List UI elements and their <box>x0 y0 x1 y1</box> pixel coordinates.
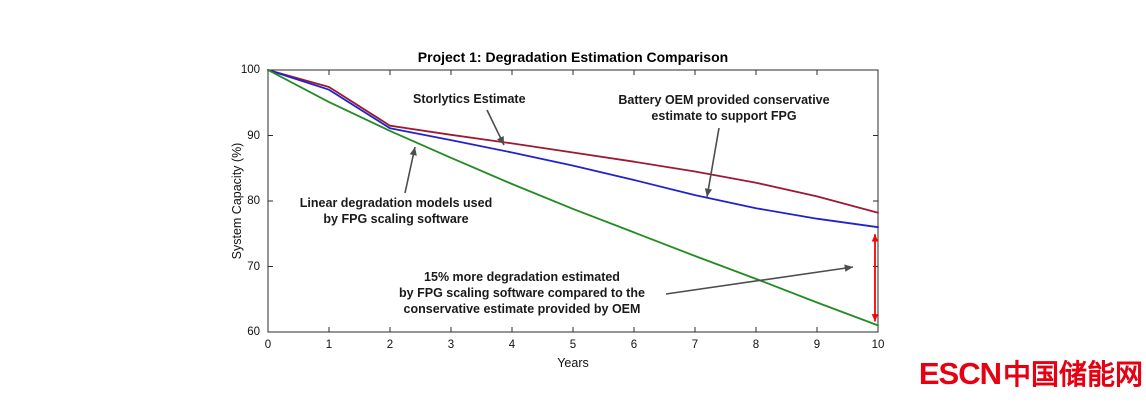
y-tick-label: 100 <box>240 64 260 76</box>
series-line-1 <box>267 69 879 229</box>
y-tick-label: 90 <box>247 129 260 142</box>
escn-logo-chinese-text: 中国储能网 <box>1002 359 1143 390</box>
x-tick-label: 4 <box>508 339 516 351</box>
chart-title: Project 1: Degradation Estimation Compar… <box>417 49 729 65</box>
annotation-storlytics-estimate: Storlytics Estimate <box>413 92 526 106</box>
x-tick-label: 3 <box>447 339 455 351</box>
arrow-head <box>409 147 417 156</box>
series-line-2 <box>267 69 879 327</box>
x-tick-label: 6 <box>630 339 638 351</box>
x-tick-label: 0 <box>264 339 272 351</box>
y-tick-label: 70 <box>247 260 260 273</box>
x-tick-label: 1 <box>325 339 333 351</box>
y-tick-label: 60 <box>247 326 260 338</box>
x-tick-label: 10 <box>871 339 885 351</box>
arrow-head <box>871 234 879 242</box>
annotation-15-percent-more-degradation: 15% more degradation estimated by FPG sc… <box>399 270 645 316</box>
x-tick-label: 8 <box>752 339 760 351</box>
annotation-battery-oem-estimate: Battery OEM provided conservative estima… <box>618 93 830 123</box>
arrow-delta-callout <box>665 266 854 295</box>
x-tick-label: 9 <box>813 339 821 351</box>
x-tick-label: 2 <box>386 339 394 351</box>
arrow-head <box>497 136 504 145</box>
arrow-battery-oem <box>706 127 720 198</box>
x-axis-label: Years <box>557 356 589 370</box>
escn-logo-latin-text: ESCN <box>918 356 1002 391</box>
arrow-head <box>704 188 712 197</box>
y-tick-label: 80 <box>247 195 260 207</box>
arrow-head <box>844 264 853 272</box>
escn-logo: ESCN 中国储能网 <box>919 353 1143 393</box>
series-line-0 <box>267 69 879 214</box>
arrow-head <box>871 314 879 322</box>
x-tick-label: 7 <box>691 339 699 351</box>
annotation-linear-degradation-models: Linear degradation models used by FPG sc… <box>299 196 493 226</box>
x-tick-label: 5 <box>569 339 577 351</box>
